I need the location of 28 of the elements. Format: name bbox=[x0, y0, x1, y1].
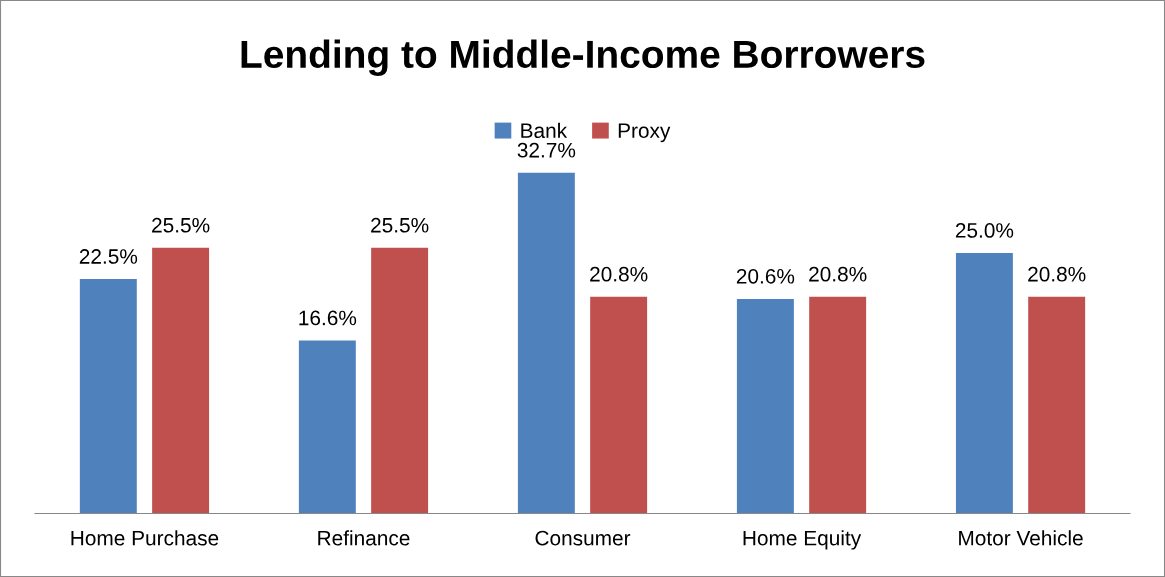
bar bbox=[371, 247, 429, 514]
chart-title: Lending to Middle-Income Borrowers bbox=[241, 39, 925, 76]
x-tick-label: Consumer bbox=[535, 530, 631, 546]
x-tick-label: Home Equity bbox=[743, 530, 862, 550]
bar bbox=[590, 296, 648, 514]
data-label: 20.8% bbox=[809, 266, 867, 282]
data-label: 22.5% bbox=[79, 249, 138, 264]
data-label: 25.5% bbox=[371, 217, 429, 233]
legend-label: Bank bbox=[521, 122, 568, 139]
bar bbox=[152, 247, 210, 514]
bar bbox=[79, 279, 137, 514]
legend-label: Proxy bbox=[618, 123, 671, 143]
bar bbox=[736, 298, 794, 514]
data-label: 20.8% bbox=[590, 266, 648, 282]
bar bbox=[1028, 296, 1086, 514]
bar bbox=[955, 253, 1013, 514]
data-label: 20.6% bbox=[736, 268, 795, 284]
data-label: 16.6% bbox=[299, 310, 357, 326]
bar bbox=[809, 296, 867, 514]
data-label: 25.0% bbox=[955, 223, 1014, 238]
x-tick-label: Motor Vehicle bbox=[959, 530, 1083, 546]
data-label: 25.5% bbox=[152, 217, 210, 233]
bar bbox=[298, 340, 356, 514]
bar bbox=[517, 172, 575, 514]
data-label: 20.8% bbox=[1028, 266, 1086, 282]
x-tick-label: Refinance bbox=[318, 530, 410, 546]
x-tick-label: Home Purchase bbox=[71, 530, 219, 546]
data-label: 32.7% bbox=[517, 142, 576, 158]
